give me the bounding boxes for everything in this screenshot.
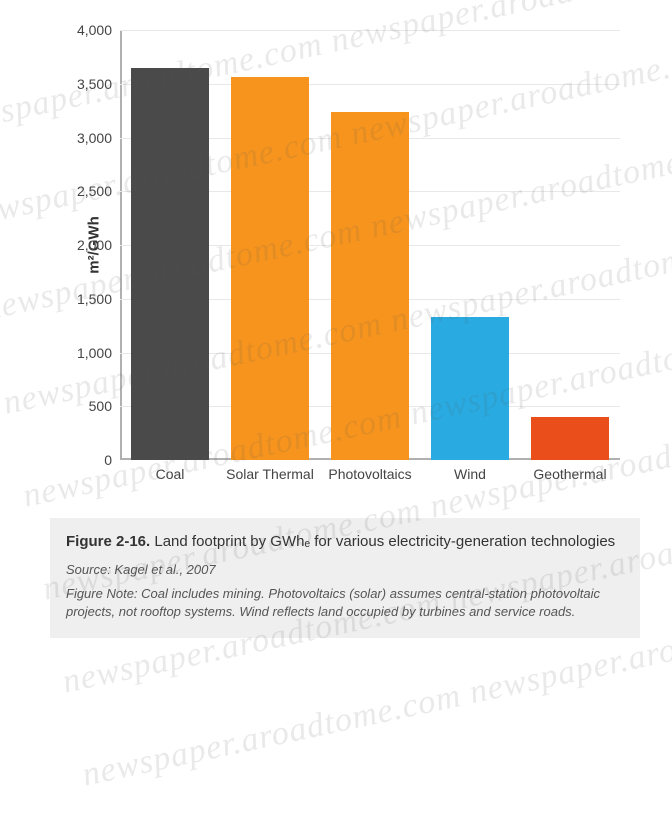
x-tick-label: Photovoltaics [320,466,420,483]
figure-title: Land footprint by GWhₑ for various elect… [150,533,615,550]
bar-photovoltaics [331,112,409,460]
y-tick-label: 0 [52,452,112,468]
figure-caption: Figure 2-16. Land footprint by GWhₑ for … [66,532,624,552]
x-tick-label: Geothermal [520,466,620,483]
caption-box: Figure 2-16. Land footprint by GWhₑ for … [50,518,640,638]
bar-wind [431,317,509,460]
y-tick-label: 3,500 [52,76,112,92]
y-tick-label: 500 [52,398,112,414]
y-tick-label: 1,500 [52,291,112,307]
figure-container: m²/GWh 05001,0001,5002,0002,5003,0003,50… [50,20,640,680]
bar-solar-thermal [231,77,309,460]
x-tick-label: Solar Thermal [220,466,320,483]
figure-number: Figure 2-16. [66,533,150,550]
bar-geothermal [531,417,609,460]
figure-source: Source: Kagel et al., 2007 [66,562,624,577]
y-tick-label: 1,000 [52,345,112,361]
y-tick-label: 2,500 [52,183,112,199]
bar-chart: m²/GWh 05001,0001,5002,0002,5003,0003,50… [120,30,620,460]
y-tick-label: 2,000 [52,237,112,253]
y-tick-label: 4,000 [52,22,112,38]
x-tick-label: Wind [420,466,520,483]
bar-coal [131,68,209,460]
gridline [120,30,620,31]
x-tick-label: Coal [120,466,220,483]
y-tick-label: 3,000 [52,130,112,146]
figure-note: Figure Note: Coal includes mining. Photo… [66,585,624,620]
